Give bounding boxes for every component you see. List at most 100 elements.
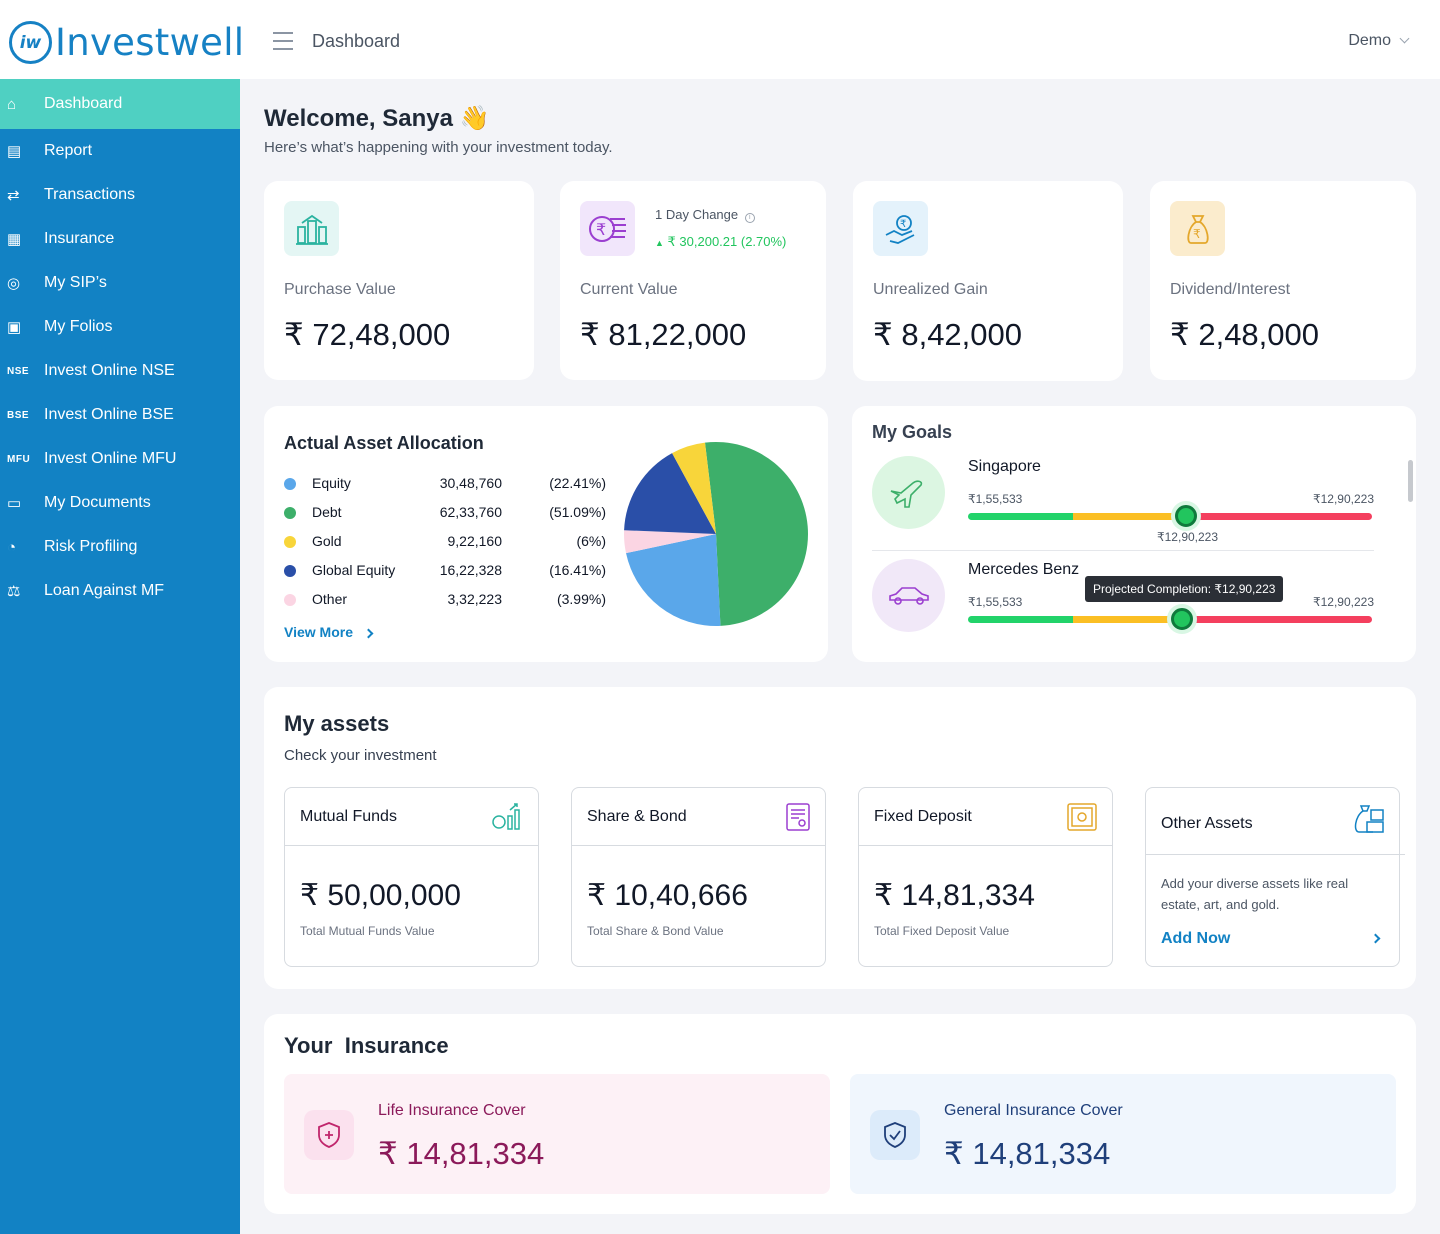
documents-icon: ▭ [7,495,22,512]
goal-start-amount: ₹1,55,533 [968,595,1023,609]
user-name: Demo [1348,32,1391,49]
welcome-title: Welcome, Sanya 👋 [264,105,490,132]
sidebar-item[interactable]: ⚖ Loan Against MF [0,569,240,613]
info-icon[interactable]: i [744,213,755,223]
goal-name: Singapore [968,458,1041,475]
asset-caption: Total Share & Bond Value [587,924,724,938]
chevron-down-icon [1399,33,1410,44]
dividend-interest-label: Dividend/Interest [1170,281,1291,298]
shield-check-icon [870,1110,920,1160]
logo[interactable]: iw Investwell [9,21,244,64]
legend-percent: (16.41%) [549,562,606,578]
dividend-interest-amount: ₹ 2,48,000 [1170,317,1320,352]
goal-progress-marker[interactable] [1171,608,1194,630]
pie-slice-global-equity[interactable] [624,453,716,534]
goals-scrollbar[interactable] [1408,460,1413,502]
life-insurance-value: ₹ 14,81,334 [378,1136,545,1171]
user-menu[interactable]: Demo [1348,32,1410,50]
share-bond-card[interactable]: Share & Bond ₹ 10,40,666 Total Share & B… [571,787,826,967]
unrealized-gain-card: ₹ Unrealized Gain ₹ 8,42,000 [853,181,1123,381]
purchase-value-amount: ₹ 72,48,000 [284,317,451,352]
top-bar: iw Investwell Dashboard Demo [0,0,1440,79]
goal-progress-marker[interactable] [1175,505,1198,527]
legend-category: Debt [312,504,342,520]
hand-coin-icon: ₹ [873,201,928,256]
sidebar-item[interactable]: ◎ My SIP’s [0,261,240,305]
folios-icon: ▣ [7,319,22,336]
sidebar-item-label: Loan Against MF [44,582,165,599]
assets-bag-icon [1351,802,1385,840]
sidebar-item[interactable]: ▣ My Folios [0,305,240,349]
sidebar-item-label: My Documents [44,494,151,511]
divider [1146,854,1405,855]
goal-progress-bar [968,513,1372,520]
general-insurance-card[interactable]: General Insurance Cover ₹ 14,81,334 [850,1074,1396,1194]
fixed-deposit-card[interactable]: Fixed Deposit ₹ 14,81,334 Total Fixed De… [858,787,1113,967]
certificate-icon [785,802,811,838]
current-value-card: ₹ 1 Day Change i ▲ ₹ 30,200.21 (2.70%) C… [560,181,826,380]
legend-percent: (6%) [576,533,606,549]
sidebar-item[interactable]: ▭ My Documents [0,481,240,525]
legend-amount: 62,33,760 [439,504,502,520]
my-assets-subtitle: Check your investment [284,747,437,764]
sidebar-item[interactable]: ▤ Report [0,129,240,173]
pie-slice-other[interactable] [624,530,716,554]
money-growth-icon [492,802,524,836]
pie-slice-equity[interactable] [626,534,721,626]
sidebar-item[interactable]: MFU Invest Online MFU [0,437,240,481]
view-more-link[interactable]: View More [284,624,374,640]
sidebar-item[interactable]: ⇄ Transactions [0,173,240,217]
mfu-icon: MFU [7,453,31,465]
asset-value: ₹ 14,81,334 [874,879,1035,912]
pie-slice-gold[interactable] [672,442,716,534]
day-change-value: ▲ ₹ 30,200.21 (2.70%) [655,234,787,249]
add-now-link[interactable]: Add Now [1161,930,1231,947]
chevron-right-icon[interactable] [1370,933,1381,944]
home-icon: ⌂ [7,95,17,113]
sidebar-item-label: Invest Online MFU [44,450,177,467]
svg-text:₹: ₹ [900,219,906,230]
legend-swatch [284,565,296,577]
dividend-interest-card: ₹ Dividend/Interest ₹ 2,48,000 [1150,181,1416,380]
legend-amount: 9,22,160 [447,533,503,549]
life-insurance-card[interactable]: Life Insurance Cover ₹ 14,81,334 [284,1074,830,1194]
legend-amount: 30,48,760 [439,475,502,491]
insurance-title: Your Insurance [284,1033,449,1058]
divider [859,845,1112,846]
my-goals-card: My Goals Singapore ₹1,55,533 ₹12,90,223 … [852,406,1416,662]
current-value-label: Current Value [580,281,678,298]
divider [572,845,825,846]
sidebar-item[interactable]: ◔ Risk Profiling [0,525,240,569]
legend-amount: 3,32,223 [447,591,503,607]
allocation-legend-row: Global Equity 16,22,328 (16.41%) [284,560,606,582]
divider [285,845,538,846]
mutual-funds-card[interactable]: Mutual Funds ₹ 50,00,000 Total Mutual Fu… [284,787,539,967]
logo-text: Investwell [55,21,245,64]
pie-slice-debt[interactable] [704,442,808,626]
loan-icon: ⚖ [7,583,21,600]
sidebar: ⌂ Dashboard ▤ Report ⇄ Transactions ▦ Insurance… [0,79,240,1234]
goal-progress-bar [968,616,1372,623]
sidebar-item[interactable]: BSE Invest Online BSE [0,393,240,437]
asset-title: Other Assets [1161,815,1253,832]
asset-value: ₹ 50,00,000 [300,879,461,912]
other-assets-description: Add your diverse assets like real estate… [1161,876,1349,912]
projected-completion-tooltip: Projected Completion: ₹12,90,223 [1085,576,1284,602]
sidebar-item-label: Dashboard [44,95,123,112]
sidebar-item[interactable]: ⌂ Dashboard [0,79,240,129]
sidebar-item-label: Invest Online NSE [44,362,175,379]
asset-allocation-card: Actual Asset Allocation Equity 30,48,760 (… [264,406,828,662]
risk-icon: ◔ [7,538,17,556]
other-assets-card[interactable]: Other Assets Add your diverse assets lik… [1145,787,1405,967]
hamburger-menu-icon[interactable] [273,32,293,50]
sidebar-item-label: My Folios [44,318,113,335]
goal-marker-amount: ₹12,90,223 [1157,530,1219,544]
chevron-right-icon [363,628,374,639]
allocation-legend-row: Equity 30,48,760 (22.41%) [284,473,606,495]
logo-mark: iw [9,21,52,64]
sidebar-item[interactable]: NSE Invest Online NSE [0,349,240,393]
legend-percent: (22.41%) [549,475,606,491]
buildings-icon [284,201,339,256]
sidebar-item[interactable]: ▦ Insurance [0,217,240,261]
my-assets-title: My assets [284,711,390,736]
